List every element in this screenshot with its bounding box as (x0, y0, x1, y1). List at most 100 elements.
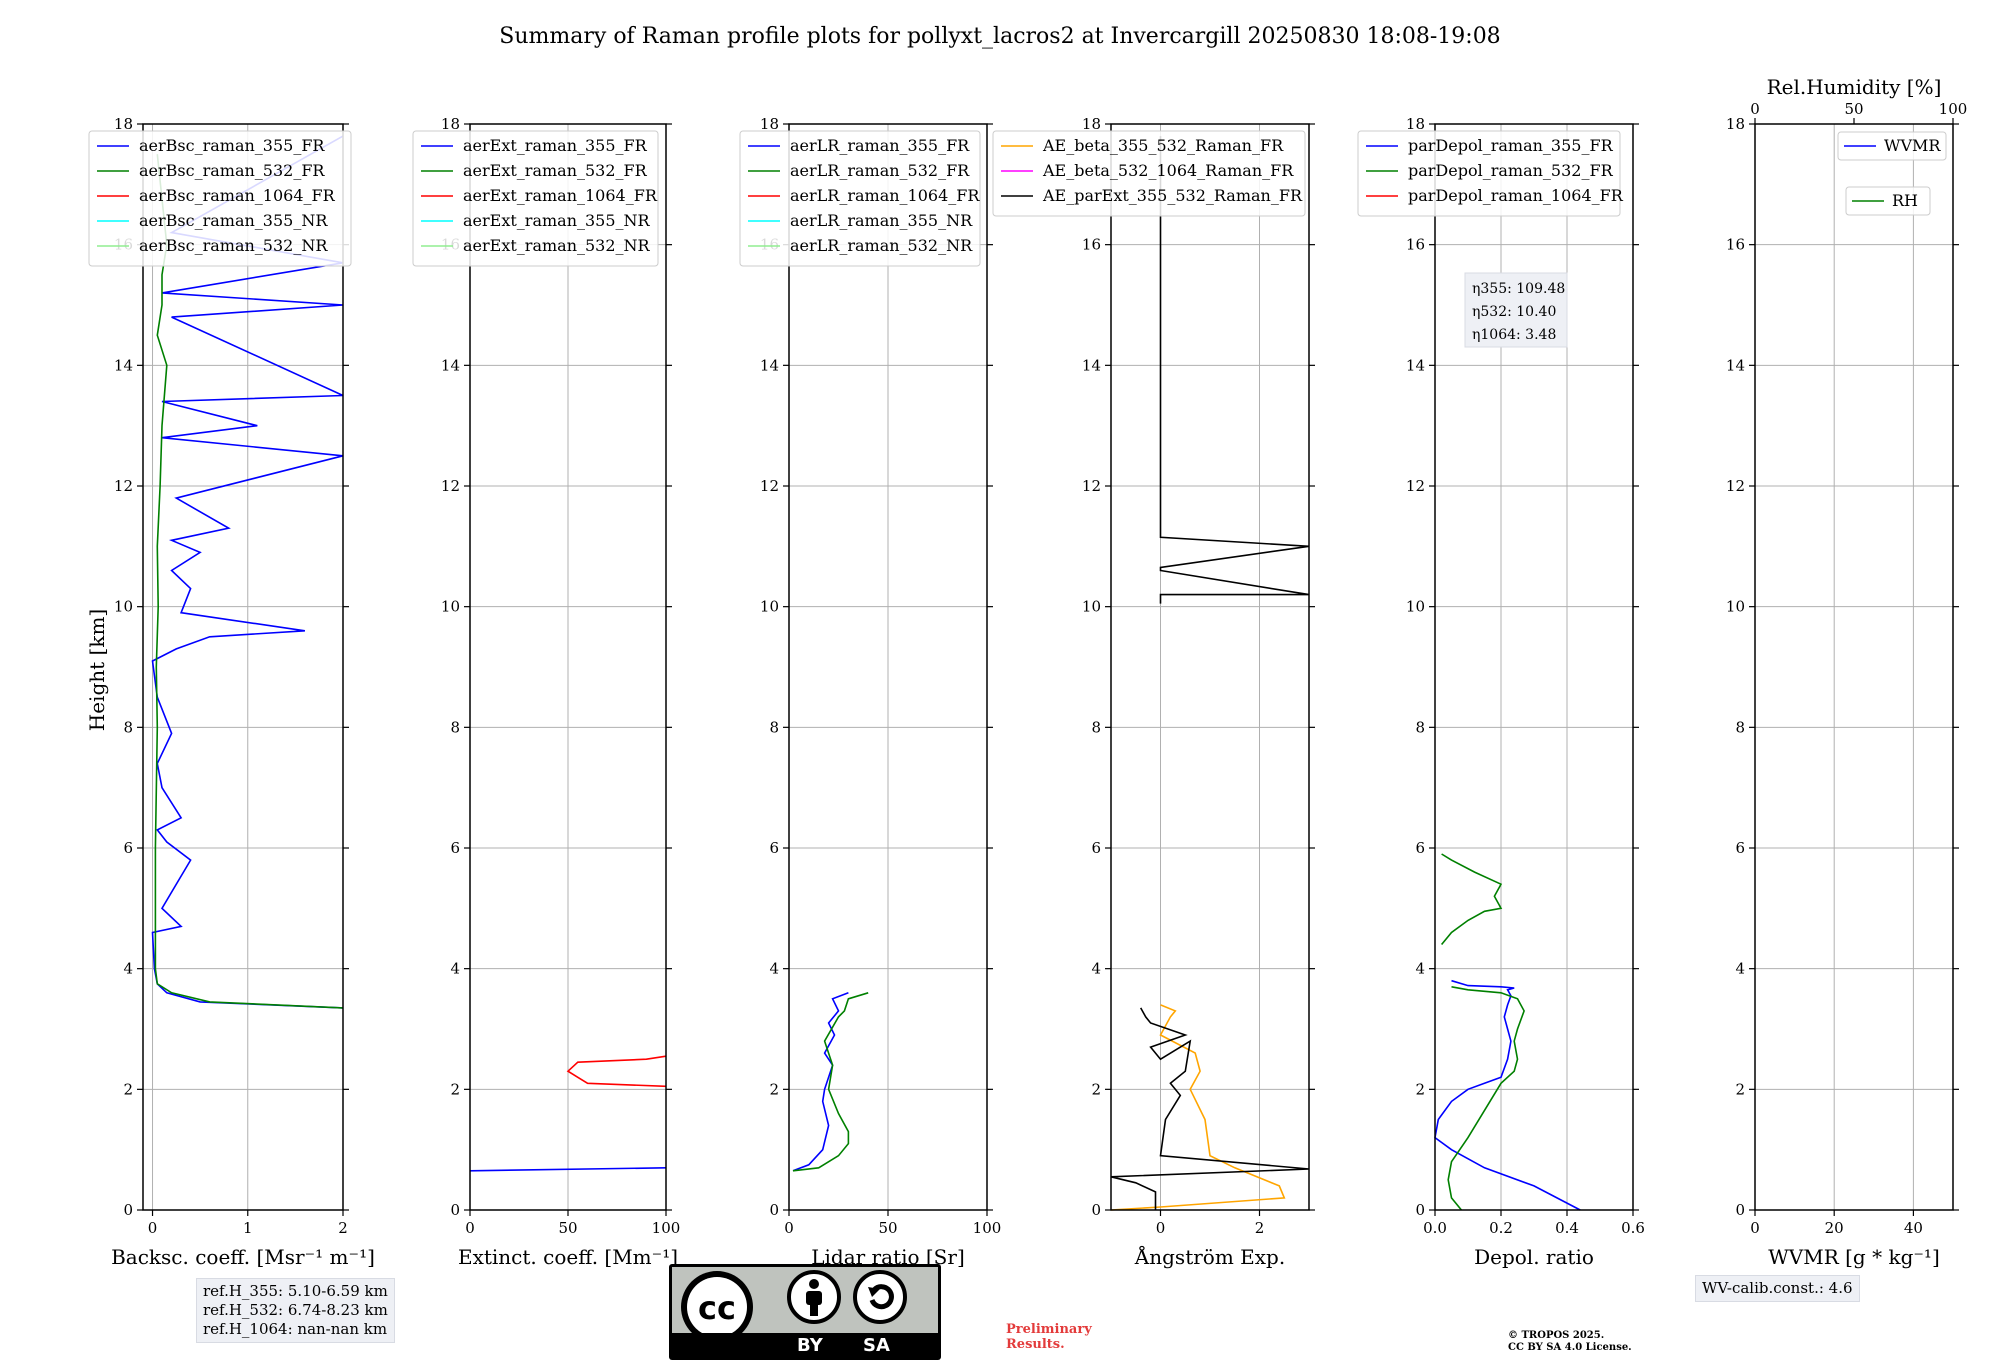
series-line-aerExt_raman_355_FR (469, 1167, 667, 1172)
wv-calibration-box: WV-calib.const.: 4.6 (1695, 1275, 1860, 1302)
legend-box (412, 130, 659, 267)
y-tick-label: 8 (123, 718, 133, 736)
x-tick-label: 40 (1904, 1219, 1923, 1237)
x-tick-label: 2 (1255, 1219, 1265, 1237)
y-tick-label: 2 (1091, 1080, 1101, 1098)
series-line-AE_parExt_355_532_Raman_FR_upper (1159, 136, 1310, 604)
legend-entry: aerLR_raman_532_FR (790, 161, 970, 180)
cc-sa-label: SA (863, 1335, 890, 1356)
tropos-line-2: CC BY SA 4.0 License. (1508, 1342, 1632, 1353)
ref-height-1064: ref.H_1064: nan-nan km (203, 1320, 388, 1338)
x-tick-label: 0 (784, 1219, 794, 1237)
x-tick-label: 0.2 (1489, 1219, 1513, 1237)
legend-entry: AE_parExt_355_532_Raman_FR (1042, 186, 1303, 205)
legend-entry: aerLR_raman_355_NR (790, 211, 973, 230)
y-tick-label: 10 (1082, 598, 1101, 616)
reference-heights-box: ref.H_355: 5.10-6.59 km ref.H_532: 6.74-… (196, 1278, 395, 1343)
figure-title: Summary of Raman profile plots for polly… (499, 24, 1500, 49)
x2-tick-label: 50 (1844, 100, 1863, 118)
y-tick-label: 0 (450, 1201, 460, 1219)
legend-entry: parDepol_raman_355_FR (1408, 136, 1614, 155)
legend-entry: aerExt_raman_355_FR (463, 136, 648, 155)
by-icon-head (809, 1279, 819, 1289)
x-axis-label: Depol. ratio (1474, 1245, 1594, 1269)
tropos-copyright: © TROPOS 2025. CC BY SA 4.0 License. (1508, 1330, 1708, 1354)
y-tick-label: 12 (1082, 477, 1101, 495)
legend-box (739, 130, 981, 267)
legend-entry: WVMR (1884, 136, 1941, 155)
legend: parDepol_raman_355_FR parDepol_raman_532_… (1357, 130, 1624, 217)
y-tick-label: 12 (760, 477, 779, 495)
x-tick-label: 1 (243, 1219, 253, 1237)
y-tick-label: 4 (450, 960, 460, 978)
y-tick-label: 10 (441, 598, 460, 616)
y-tick-label: 14 (1406, 356, 1425, 374)
x-axis-label: Ångström Exp. (1134, 1244, 1285, 1269)
series-line-aerExt_raman_1064_FR (566, 1055, 667, 1088)
annotation-line: η532: 10.40 (1472, 304, 1556, 320)
y-tick-label: 10 (114, 598, 133, 616)
sa-share-alike-icon (853, 1270, 907, 1324)
x-tick-label: 0 (148, 1219, 158, 1237)
y-tick-label: 6 (1091, 839, 1101, 857)
y-tick-label: 6 (769, 839, 779, 857)
y-tick-label: 8 (1091, 718, 1101, 736)
axes-frame (1754, 123, 1954, 1211)
y-tick-label: 4 (1735, 960, 1745, 978)
series-line-parDepol_raman_532_FR_layer (1440, 853, 1503, 946)
legend-entry: aerExt_raman_532_NR (463, 236, 651, 255)
x-tick-label: 0 (1156, 1219, 1166, 1237)
x-tick-label: 100 (973, 1219, 1002, 1237)
series-line-parDepol_raman_532_FR (1447, 986, 1525, 1211)
cc-license-badge: cc BY SA (669, 1264, 941, 1360)
y-tick-label: 18 (1726, 115, 1745, 133)
y-tick-label: 6 (450, 839, 460, 857)
legend-entry: AE_beta_355_532_Raman_FR (1042, 136, 1284, 155)
legend-entry: parDepol_raman_1064_FR (1408, 186, 1624, 205)
y-tick-label: 4 (123, 960, 133, 978)
legend: aerBsc_raman_355_FR aerBsc_raman_532_FRae… (88, 130, 352, 267)
panels: 012024681012141618Backsc. coeff. [Msr⁻¹ … (88, 75, 1967, 1269)
ref-height-355: ref.H_355: 5.10-6.59 km (203, 1282, 388, 1300)
cc-badge-icons: cc (681, 1270, 907, 1343)
sa-icon-arrowhead (868, 1287, 880, 1297)
legend-entry: aerLR_raman_355_FR (790, 136, 970, 155)
y-tick-label: 16 (1726, 236, 1745, 254)
legend-entry: AE_beta_532_1064_Raman_FR (1042, 161, 1294, 180)
panel-backscatter: 012024681012141618Backsc. coeff. [Msr⁻¹ … (88, 115, 375, 1269)
y-tick-label: 8 (450, 718, 460, 736)
x-tick-label: 0.4 (1555, 1219, 1579, 1237)
y-tick-label: 0 (769, 1201, 779, 1219)
legend-box (1357, 130, 1621, 217)
y-tick-label: 16 (1082, 236, 1101, 254)
y-tick-label: 0 (123, 1201, 133, 1219)
x-tick-label: 0.0 (1423, 1219, 1447, 1237)
y-tick-label: 18 (114, 115, 133, 133)
series-line-aerLR_raman_532_FR (792, 992, 869, 1172)
axes-frame (1434, 123, 1634, 1211)
cc-logo-text: cc (698, 1289, 736, 1327)
y-tick-label: 0 (1735, 1201, 1745, 1219)
y-tick-label: 14 (441, 356, 460, 374)
legend-entry: aerExt_raman_1064_FR (463, 186, 658, 205)
legend-entry: RH (1892, 191, 1918, 210)
x-tick-label: 50 (558, 1219, 577, 1237)
panel-humidity: 0 20 40 0 2 4 6 8 10 12 14 16 18 WVMR [g * kg⁻¹] 0 50 10… (1726, 75, 1967, 1269)
y-tick-label: 10 (760, 598, 779, 616)
legend-entry: aerBsc_raman_355_FR (139, 136, 325, 155)
legend: aerExt_raman_355_FR aerExt_raman_532_FRae… (412, 130, 659, 267)
y-tick-label: 8 (769, 718, 779, 736)
preliminary-line-1: Preliminary (1006, 1322, 1092, 1337)
y-tick-label: 10 (1406, 598, 1425, 616)
legend-entry: aerBsc_raman_355_NR (139, 211, 328, 230)
panel-lidar_ratio: 050100024681012141618Lidar ratio [Sr]aer… (739, 115, 1002, 1269)
y-tick-label: 2 (769, 1080, 779, 1098)
preliminary-notice: Preliminary Results. (1006, 1322, 1126, 1352)
y-tick-label: 18 (760, 115, 779, 133)
legend-rh: RH (1845, 186, 1931, 216)
y-tick-label: 4 (1415, 960, 1425, 978)
annotation-line: η1064: 3.48 (1472, 327, 1556, 343)
y-tick-label: 8 (1415, 718, 1425, 736)
y-tick-label: 12 (441, 477, 460, 495)
eta-annotation: η355: 109.48 η532: 10.40 η1064: 3.48 (1464, 272, 1568, 348)
